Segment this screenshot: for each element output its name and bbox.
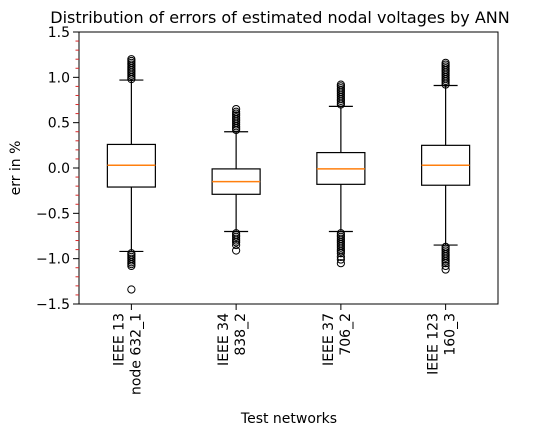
flier-point [336, 80, 345, 89]
y-tick-label: 0.0 [48, 161, 70, 177]
y-tick-label: −1.0 [36, 252, 70, 268]
flier-point [232, 107, 241, 116]
box-4 [421, 58, 471, 274]
box-2 [211, 104, 261, 255]
x-axis: IEEE 13node 632_1 IEEE 34838_2 IEEE 37706_… [111, 304, 459, 395]
flier-point [232, 240, 241, 250]
flier-point [441, 58, 450, 67]
flier-point [232, 104, 241, 114]
flier-point [336, 259, 345, 268]
x-tick-label-line2: 706_2 [338, 313, 354, 356]
boxes [106, 55, 471, 294]
flier-point [441, 265, 450, 274]
flier-point [127, 55, 136, 64]
box-1 [106, 55, 156, 294]
flier-point [232, 238, 241, 247]
flier-point [232, 246, 241, 255]
x-axis-label: Test networks [240, 411, 337, 427]
x-tick-label-line2: 838_2 [233, 313, 249, 356]
x-tick-label-line2: 160_3 [443, 313, 459, 356]
y-axis-label: err in % [8, 141, 24, 196]
box-3 [316, 80, 366, 268]
y-axis: −1.5 −1.0 −0.5 0.0 0.5 1.0 1.5 [36, 25, 79, 313]
flier-point [441, 259, 450, 268]
y-tick-label: 1.0 [48, 70, 70, 86]
y-tick-label: 0.5 [48, 116, 70, 132]
flier-point [441, 261, 450, 271]
y-tick-label: 1.5 [48, 25, 70, 41]
x-tick-label: IEEE 13node 632_1 [111, 313, 144, 395]
x-tick-label: IEEE 34838_2 [216, 313, 249, 366]
plot-frame [78, 31, 499, 305]
y-tick-label: −0.5 [36, 206, 70, 222]
x-tick-label-line2: node 632_1 [128, 313, 144, 395]
x-tick-label-line1: IEEE 123 [426, 313, 442, 375]
chart-title: Distribution of errors of estimated noda… [50, 8, 509, 27]
x-tick-label: IEEE 123160_3 [426, 313, 459, 375]
y-tick-label: −1.5 [36, 297, 70, 313]
flier-point [336, 249, 345, 258]
x-tick-label: IEEE 37706_2 [321, 313, 354, 366]
flier-point [127, 285, 136, 294]
flier-point [336, 255, 345, 264]
flier-point [127, 261, 136, 271]
x-tick-label-line1: IEEE 13 [111, 313, 127, 366]
flier-point [336, 252, 345, 261]
x-tick-label-line1: IEEE 34 [216, 313, 232, 366]
x-tick-label-line1: IEEE 37 [321, 313, 337, 366]
